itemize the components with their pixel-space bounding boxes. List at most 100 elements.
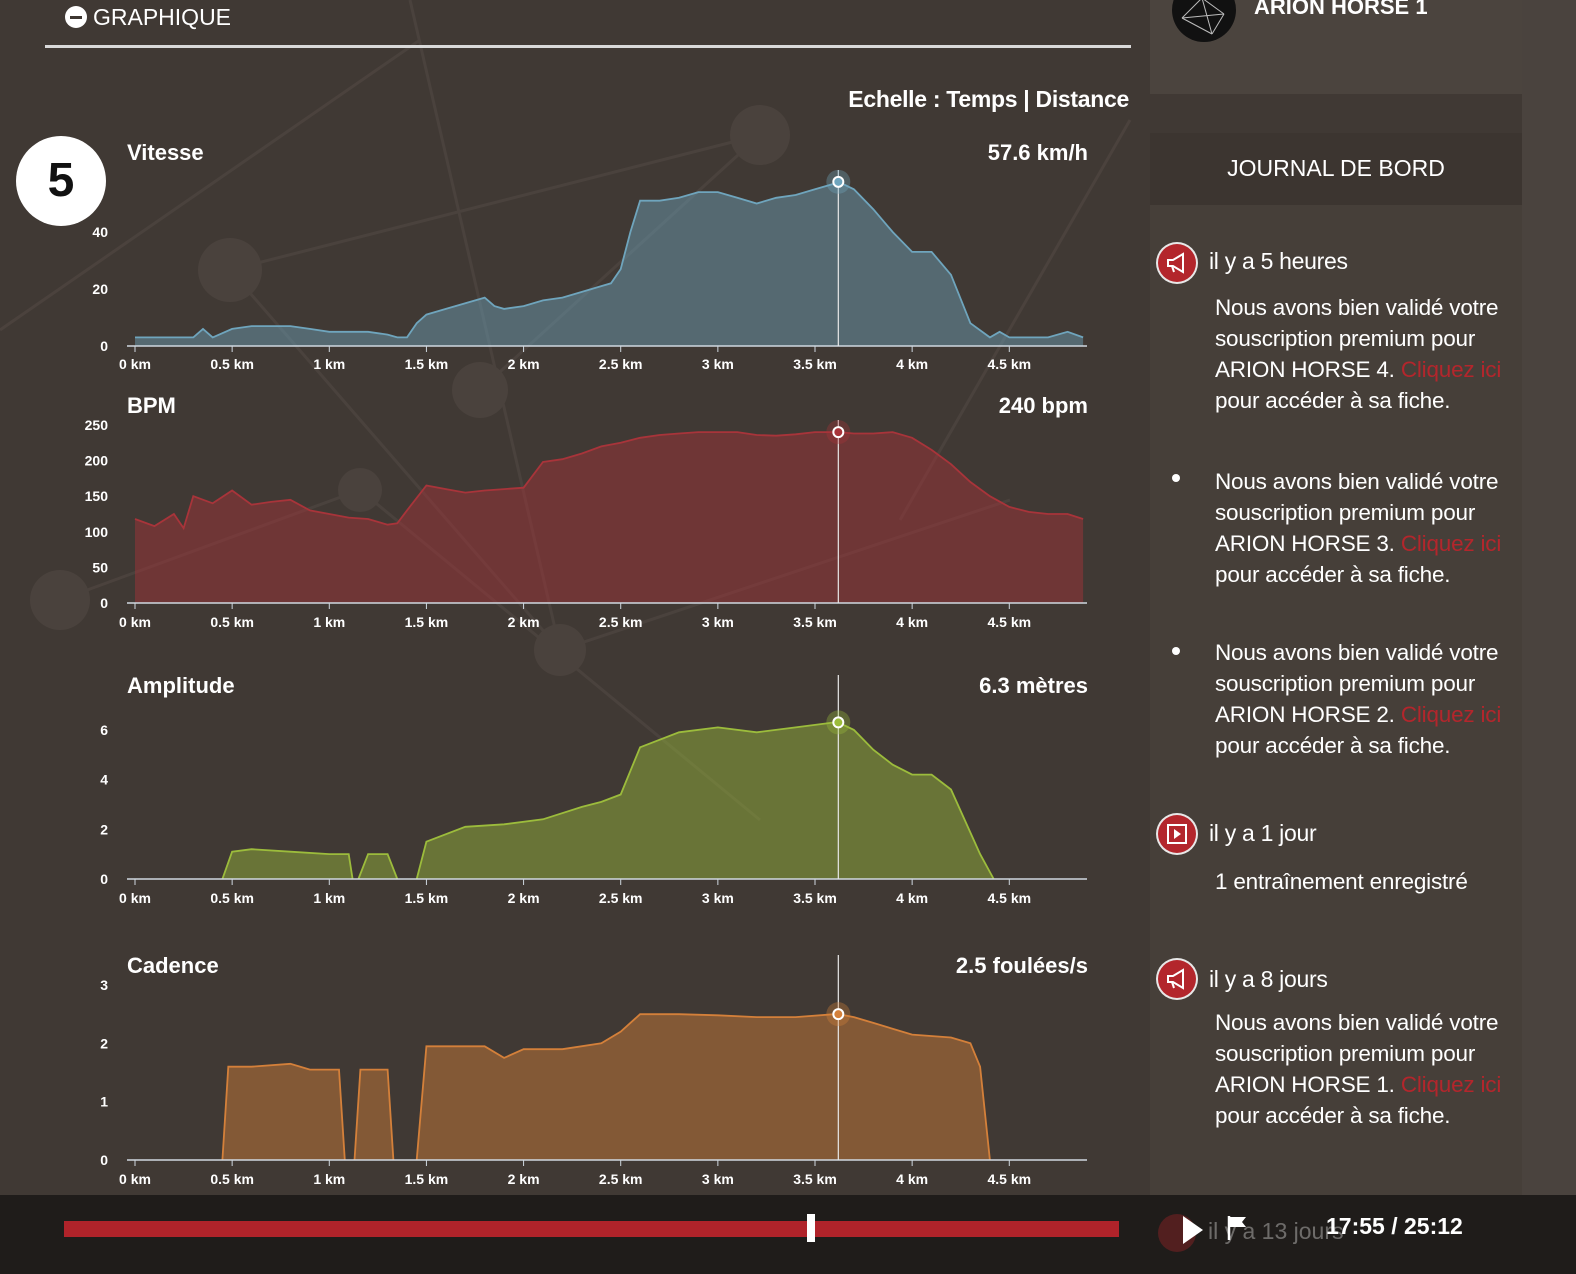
amplitude-line-1: [357, 853, 399, 880]
cadence-area-0: [222, 1063, 345, 1160]
vitesse-x-tick-label: 0.5 km: [210, 356, 254, 372]
vitesse-x-tick-label: 3 km: [702, 356, 734, 372]
bpm-cursor-point: [832, 426, 845, 439]
journal-link[interactable]: Cliquez ici: [1400, 702, 1502, 727]
amplitude-line-2: [415, 721, 995, 880]
vitesse-chart-title: Vitesse: [127, 140, 204, 165]
cadence-y-tick-label: 0: [100, 1152, 108, 1168]
bpm-x-tick-label: 4 km: [896, 614, 928, 630]
amplitude-chart-title: Amplitude: [127, 673, 235, 698]
bpm-y-tick-label: 200: [85, 453, 109, 469]
journal-text-before: Nous avons bien validé votre souscriptio…: [1215, 1010, 1499, 1097]
vitesse-x-tick-label: 1 km: [313, 356, 345, 372]
video-icon: [1158, 815, 1196, 853]
vitesse-x-tick-label: 1.5 km: [405, 356, 449, 372]
amplitude-y-tick-label: 6: [100, 722, 108, 738]
amplitude-line-0: [221, 848, 354, 880]
collapse-minus-icon[interactable]: [65, 6, 87, 28]
bpm-line-0: [134, 431, 1084, 531]
bpm-y-tick-label: 100: [85, 524, 109, 540]
progress-track[interactable]: [64, 1221, 1119, 1237]
vitesse-line-0: [135, 180, 1084, 339]
journal-text-after: pour accéder à sa fiche.: [1215, 562, 1451, 587]
amplitude-x-tick-label: 3.5 km: [793, 890, 837, 906]
bpm-y-tick-label: 50: [92, 559, 108, 575]
vitesse-cursor-point: [832, 175, 845, 188]
bpm-x-tick-label: 4.5 km: [987, 614, 1031, 630]
bpm-x-tick-label: 2.5 km: [599, 614, 643, 630]
cadence-x-tick-label: 0.5 km: [210, 1171, 254, 1187]
cadence-line-0: [221, 1062, 346, 1161]
cadence-cursor-point: [832, 1008, 845, 1021]
cadence-x-tick-label: 3 km: [702, 1171, 734, 1187]
journal-text-after: pour accéder à sa fiche.: [1215, 733, 1451, 758]
journal-text-before: Nous avons bien validé votre souscriptio…: [1215, 295, 1499, 382]
horse-name[interactable]: ARION HORSE 1: [1254, 0, 1428, 19]
amplitude-x-tick-label: 3 km: [702, 890, 734, 906]
graph-section-title: GRAPHIQUE: [93, 4, 232, 30]
vitesse-x-tick-label: 4 km: [896, 356, 928, 372]
journal-text-after: pour accéder à sa fiche.: [1215, 388, 1451, 413]
bpm-x-tick-label: 3 km: [702, 614, 734, 630]
cadence-y-tick-label: 3: [100, 977, 108, 993]
cadence-x-tick-label: 3.5 km: [793, 1171, 837, 1187]
bpm-x-tick-label: 1 km: [313, 614, 345, 630]
amplitude-x-tick-label: 0.5 km: [210, 890, 254, 906]
cadence-x-tick-label: 4 km: [896, 1171, 928, 1187]
amplitude-y-tick-label: 0: [100, 871, 108, 887]
cadence-chart-value: 2.5 foulées/s: [956, 953, 1088, 978]
cadence-x-tick-label: 0 km: [119, 1171, 151, 1187]
amplitude-x-tick-label: 2.5 km: [599, 890, 643, 906]
vitesse-x-tick-label: 3.5 km: [793, 356, 837, 372]
scale-toggle[interactable]: Echelle : Temps | Distance: [848, 86, 1129, 112]
cadence-line-2: [415, 1013, 991, 1161]
cadence-chart-title: Cadence: [127, 953, 219, 978]
bpm-y-tick-label: 250: [85, 417, 109, 433]
journal-link[interactable]: Cliquez ici: [1400, 1072, 1502, 1097]
bpm-y-tick-label: 0: [100, 595, 108, 611]
charts-area: Vitesse 57.6 km/h 0 km 0.5 km 1 km 1.5 km 2 km…: [85, 140, 1088, 1187]
progress-handle[interactable]: [806, 1214, 815, 1242]
vitesse-x-tick-label: 0 km: [119, 356, 151, 372]
journal-entry-text: 1 entraînement enregistré: [1215, 869, 1468, 894]
journal-entry-time: il y a 8 jours: [1209, 966, 1328, 992]
vitesse-y-tick-label: 20: [92, 281, 108, 297]
vitesse-chart-value: 57.6 km/h: [988, 140, 1088, 165]
flag-icon[interactable]: [1226, 1214, 1250, 1242]
journal-link[interactable]: Cliquez ici: [1400, 531, 1502, 556]
vitesse-x-tick-label: 2 km: [508, 356, 540, 372]
journal-text-before: Nous avons bien validé votre souscriptio…: [1215, 640, 1499, 727]
journal-entry-text: Nous avons bien validé votre souscriptio…: [1215, 1007, 1515, 1131]
playback-time: 17:55 / 25:12: [1326, 1213, 1463, 1239]
network-icon: [1181, 0, 1225, 35]
cadence-x-tick-label: 2 km: [508, 1171, 540, 1187]
amplitude-area-1: [358, 854, 398, 879]
cadence-y-tick-label: 1: [100, 1094, 108, 1110]
amplitude-cursor-point: [832, 716, 845, 729]
cadence-line-1: [353, 1068, 395, 1161]
vitesse-y-tick-label: 40: [92, 224, 108, 240]
amplitude-y-tick-label: 2: [100, 821, 108, 837]
journal-link[interactable]: Cliquez ici: [1400, 357, 1502, 382]
cadence-x-tick-label: 4.5 km: [987, 1171, 1031, 1187]
cadence-area-1: [354, 1069, 394, 1160]
amplitude-x-tick-label: 0 km: [119, 890, 151, 906]
journal-text-after: pour accéder à sa fiche.: [1215, 1103, 1451, 1128]
play-icon[interactable]: [1183, 1216, 1203, 1244]
journal-bullet: [1172, 647, 1180, 655]
step-badge: 5: [16, 136, 106, 226]
megaphone-icon: [1158, 960, 1196, 998]
journal-entry-time: il y a 1 jour: [1209, 820, 1317, 846]
graph-section-header[interactable]: GRAPHIQUE: [45, 0, 1131, 48]
bpm-y-tick-label: 150: [85, 488, 109, 504]
bpm-chart-title: BPM: [127, 393, 176, 418]
bpm-area-0: [135, 432, 1084, 603]
vitesse-y-tick-label: 0: [100, 338, 108, 354]
amplitude-x-tick-label: 4.5 km: [987, 890, 1031, 906]
journal-entry-time: il y a 5 heures: [1209, 248, 1348, 274]
bpm-x-tick-label: 3.5 km: [793, 614, 837, 630]
bpm-chart-value: 240 bpm: [999, 393, 1088, 418]
amplitude-y-tick-label: 4: [100, 772, 108, 788]
amplitude-x-tick-label: 1.5 km: [405, 890, 449, 906]
cadence-y-tick-label: 2: [100, 1035, 108, 1051]
